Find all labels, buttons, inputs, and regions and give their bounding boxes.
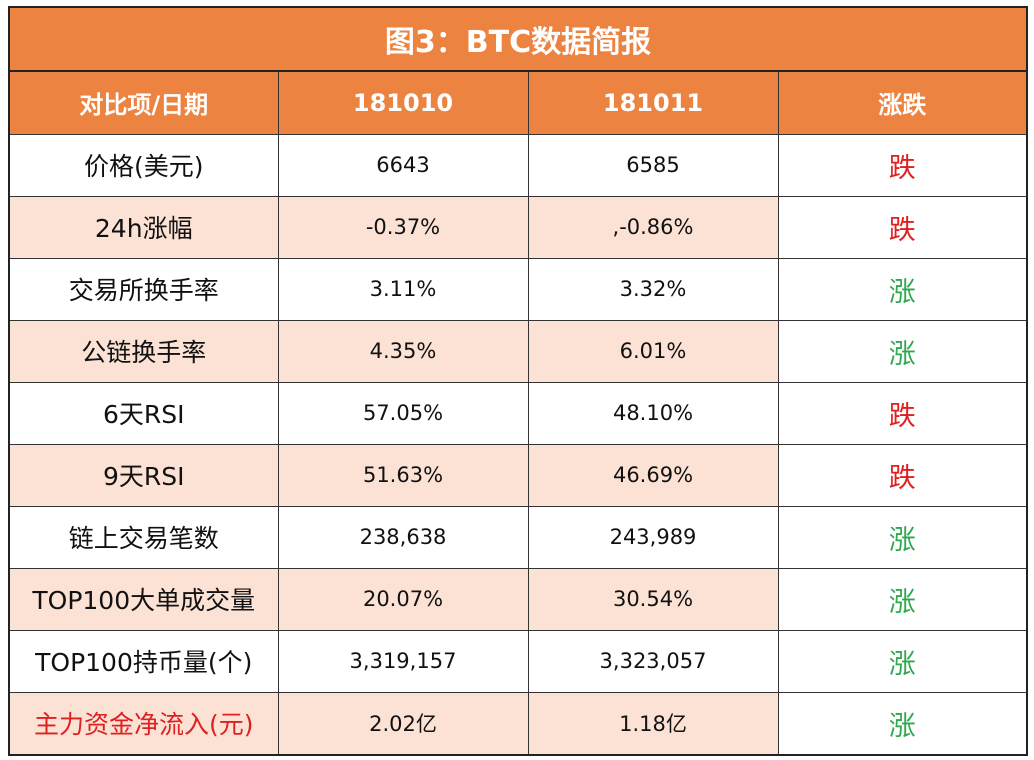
value-date-1: 51.63% [277,443,529,507]
table-row: 公链换手率 4.35% 6.01% 涨 [10,319,1026,383]
value-date-1: 6643 [277,133,529,197]
table-row: TOP100大单成交量 20.07% 30.54% 涨 [10,567,1026,631]
table-body: 价格(美元) 6643 6585 跌 24h涨幅 -0.37% ,-0.86% 跌交易所换手率… [10,133,1026,754]
value-date-1: 57.05% [277,381,529,445]
table-row: 24h涨幅 -0.37% ,-0.86% 跌 [10,195,1026,259]
value-date-1: 20.07% [277,567,529,631]
value-date-2: 6.01% [527,319,779,383]
table-row: 交易所换手率 3.11% 3.32% 涨 [10,257,1026,321]
value-date-1: 3.11% [277,257,529,321]
report-title: 图3：BTC数据简报 [10,8,1026,72]
row-label: 公链换手率 [10,319,279,383]
value-date-1: 2.02亿 [277,691,529,754]
value-date-2: 46.69% [527,443,779,507]
table-row: 6天RSI 57.05% 48.10% 跌 [10,381,1026,445]
header-trend: 涨跌 [777,72,1026,135]
row-label: 9天RSI [10,443,279,507]
value-date-2: 3.32% [527,257,779,321]
trend-indicator: 涨 [777,319,1026,383]
row-label: 链上交易笔数 [10,505,279,569]
btc-data-report: 图3：BTC数据简报 对比项/日期 181010 181011 涨跌 价格(美元… [8,6,1028,756]
value-date-2: 30.54% [527,567,779,631]
trend-indicator: 涨 [777,567,1026,631]
value-date-1: -0.37% [277,195,529,259]
row-label: 主力资金净流入(元) [10,691,279,754]
trend-indicator: 涨 [777,505,1026,569]
row-label: 交易所换手率 [10,257,279,321]
header-row: 对比项/日期 181010 181011 涨跌 [10,72,1026,135]
table-row: 链上交易笔数 238,638 243,989 涨 [10,505,1026,569]
value-date-2: 1.18亿 [527,691,779,754]
trend-indicator: 涨 [777,691,1026,754]
row-label: 24h涨幅 [10,195,279,259]
header-item-date: 对比项/日期 [10,72,279,135]
table-row: 主力资金净流入(元) 2.02亿 1.18亿涨 [10,691,1026,754]
value-date-2: ,-0.86% [527,195,779,259]
trend-indicator: 跌 [777,443,1026,507]
header-date-1: 181010 [277,72,529,135]
trend-indicator: 跌 [777,195,1026,259]
value-date-1: 4.35% [277,319,529,383]
value-date-1: 3,319,157 [277,629,529,693]
value-date-2: 48.10% [527,381,779,445]
row-label: TOP100大单成交量 [10,567,279,631]
trend-indicator: 涨 [777,629,1026,693]
table-row: 价格(美元) 6643 6585 跌 [10,133,1026,197]
value-date-2: 6585 [527,133,779,197]
table-row: 9天RSI 51.63% 46.69% 跌 [10,443,1026,507]
row-label: TOP100持币量(个) [10,629,279,693]
value-date-2: 243,989 [527,505,779,569]
trend-indicator: 跌 [777,381,1026,445]
value-date-2: 3,323,057 [527,629,779,693]
value-date-1: 238,638 [277,505,529,569]
trend-indicator: 跌 [777,133,1026,197]
header-date-2: 181011 [527,72,779,135]
data-table: 对比项/日期 181010 181011 涨跌 价格(美元) 6643 6585 跌 2… [10,72,1026,754]
table-row: TOP100持币量(个) 3,319,157 3,323,057 涨 [10,629,1026,693]
row-label: 价格(美元) [10,133,279,197]
trend-indicator: 涨 [777,257,1026,321]
row-label: 6天RSI [10,381,279,445]
